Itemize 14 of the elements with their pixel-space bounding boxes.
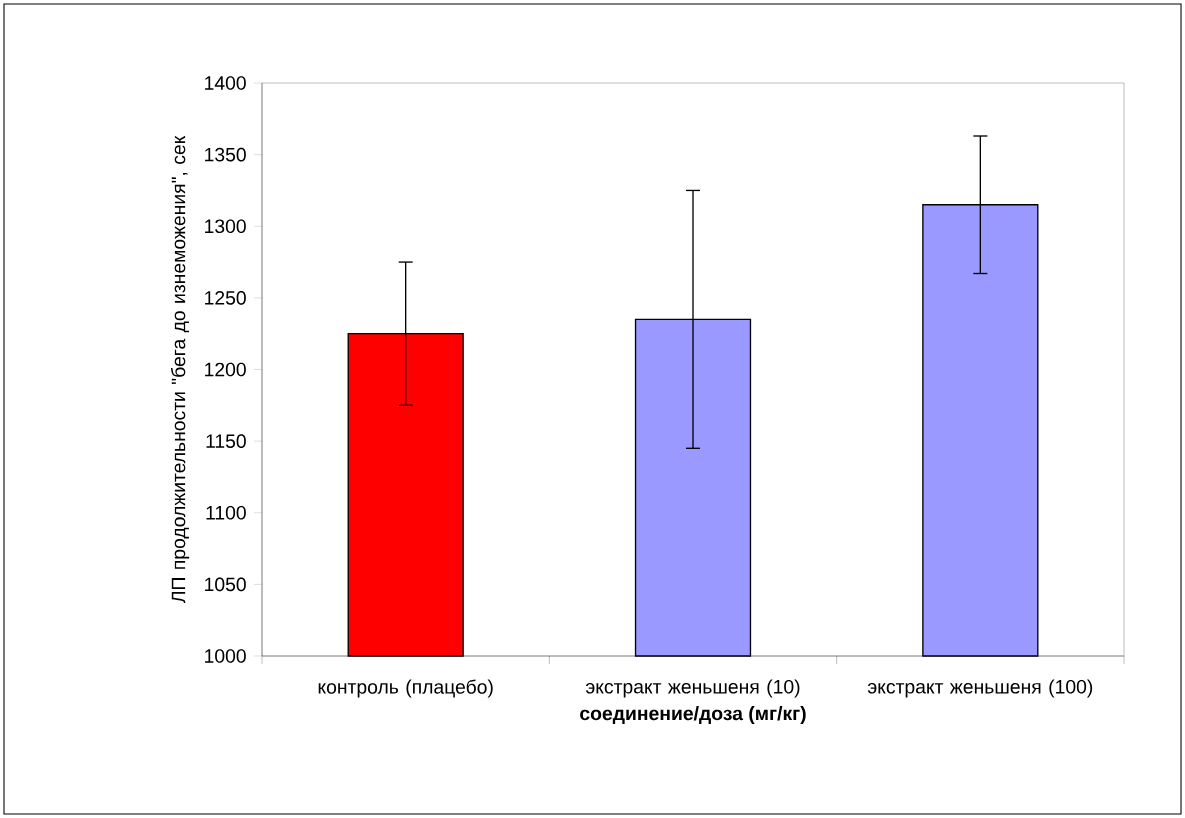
y-tick-label: 1350 bbox=[205, 147, 246, 162]
x-tick-label: контроль (плацебо) bbox=[318, 679, 493, 698]
y-tick-label: 1150 bbox=[206, 434, 246, 448]
x-tick-label: экстракт женьшеня (100) bbox=[867, 679, 1093, 698]
x-tick-label: экстракт женьшеня (10) bbox=[585, 679, 800, 698]
y-tick-label: 1100 bbox=[206, 505, 246, 520]
y-tick-label: 1300 bbox=[205, 219, 246, 234]
x-axis-title: соединение/доза (мг/кг) bbox=[580, 706, 806, 725]
y-tick-label: 1200 bbox=[205, 362, 246, 377]
y-tick-label: 1400 bbox=[205, 76, 246, 90]
y-tick-label: 1250 bbox=[205, 291, 246, 305]
y-axis-title: ЛП продолжительности "бега до изнеможения", сек bbox=[170, 135, 190, 604]
y-tick-label: 1050 bbox=[205, 577, 246, 592]
y-tick-label: 1000 bbox=[205, 649, 246, 663]
